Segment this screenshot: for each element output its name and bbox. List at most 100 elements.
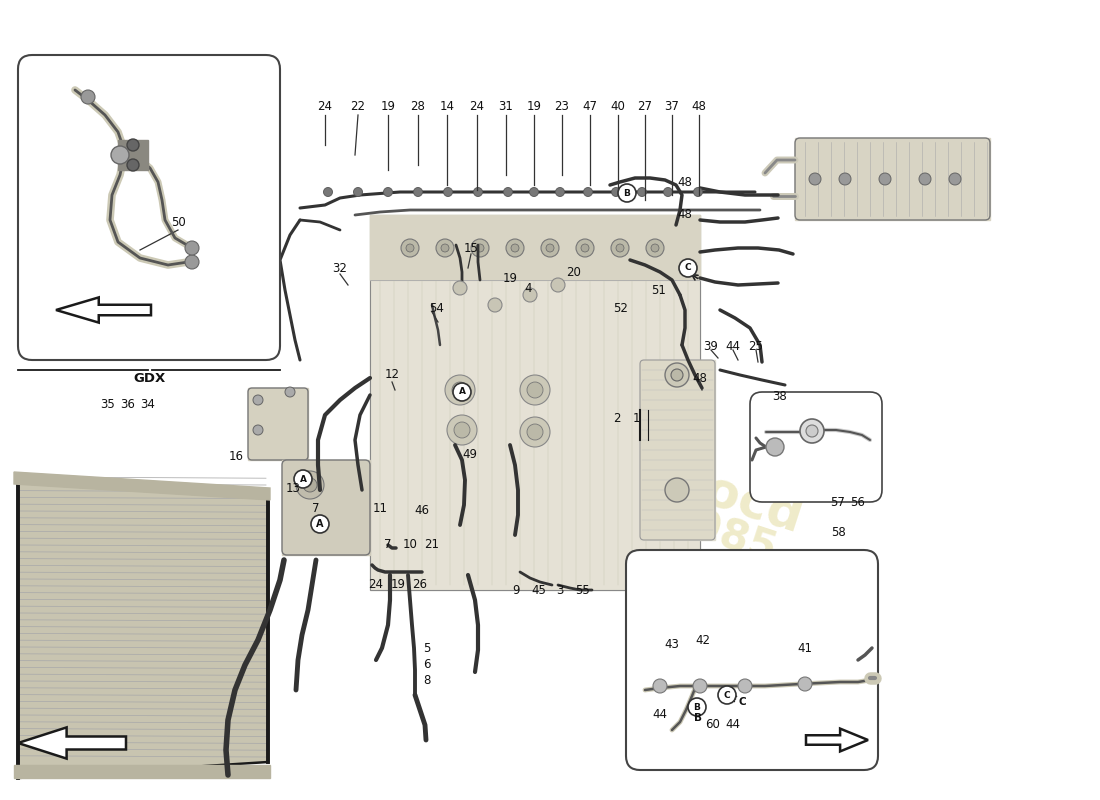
Circle shape [436, 239, 454, 257]
Circle shape [126, 159, 139, 171]
Circle shape [610, 239, 629, 257]
Text: 19: 19 [390, 578, 406, 590]
FancyBboxPatch shape [18, 55, 280, 360]
Circle shape [453, 383, 471, 401]
Circle shape [879, 173, 891, 185]
Circle shape [384, 187, 393, 197]
Text: 51: 51 [651, 283, 667, 297]
Text: 23: 23 [554, 101, 570, 114]
Polygon shape [18, 475, 268, 778]
Text: A: A [459, 387, 465, 397]
Polygon shape [14, 765, 270, 778]
Circle shape [185, 241, 199, 255]
Circle shape [253, 395, 263, 405]
Circle shape [766, 438, 784, 456]
Text: 55: 55 [575, 583, 591, 597]
Polygon shape [282, 460, 370, 555]
FancyBboxPatch shape [248, 388, 308, 460]
Text: 42: 42 [695, 634, 711, 646]
Text: 41: 41 [798, 642, 813, 654]
Text: 60: 60 [705, 718, 720, 730]
Text: 24: 24 [318, 101, 332, 114]
Text: autocd: autocd [610, 438, 810, 542]
Circle shape [506, 239, 524, 257]
FancyBboxPatch shape [626, 550, 878, 770]
Polygon shape [56, 298, 151, 322]
Circle shape [406, 244, 414, 252]
Text: 35: 35 [100, 398, 116, 411]
Circle shape [453, 281, 468, 295]
Circle shape [311, 515, 329, 533]
Circle shape [285, 387, 295, 397]
Circle shape [452, 382, 468, 398]
Circle shape [738, 679, 752, 693]
Circle shape [638, 187, 647, 197]
Text: 57: 57 [830, 495, 846, 509]
Text: 28: 28 [410, 101, 426, 114]
Text: 5: 5 [424, 642, 431, 654]
Text: 39: 39 [704, 339, 718, 353]
Text: B: B [694, 713, 702, 723]
Circle shape [556, 187, 564, 197]
Text: B: B [624, 189, 630, 198]
Text: 32: 32 [332, 262, 348, 274]
Circle shape [651, 244, 659, 252]
Circle shape [488, 298, 502, 312]
Text: 9: 9 [513, 583, 519, 597]
Text: 34: 34 [141, 398, 155, 411]
Text: GDX: GDX [134, 371, 166, 385]
Text: 31: 31 [498, 101, 514, 114]
Text: 22: 22 [351, 101, 365, 114]
Circle shape [949, 173, 961, 185]
Circle shape [473, 187, 483, 197]
Text: 16: 16 [229, 450, 243, 462]
Circle shape [529, 187, 539, 197]
Text: A: A [317, 519, 323, 529]
Text: 56: 56 [850, 495, 866, 509]
Circle shape [918, 173, 931, 185]
Text: 24: 24 [368, 578, 384, 590]
Circle shape [546, 244, 554, 252]
Text: 44: 44 [726, 339, 740, 353]
Text: 37: 37 [664, 101, 680, 114]
Text: 3: 3 [557, 583, 563, 597]
Circle shape [471, 239, 490, 257]
Text: 24: 24 [470, 101, 484, 114]
Circle shape [353, 187, 363, 197]
Circle shape [527, 382, 543, 398]
Text: 7: 7 [384, 538, 392, 551]
Circle shape [666, 478, 689, 502]
Circle shape [688, 698, 706, 716]
Text: 44: 44 [726, 718, 740, 730]
Circle shape [512, 244, 519, 252]
Circle shape [551, 278, 565, 292]
Text: 19: 19 [527, 101, 541, 114]
Text: 50: 50 [170, 217, 186, 230]
Text: 25: 25 [749, 339, 763, 353]
Circle shape [808, 173, 821, 185]
Text: 38: 38 [772, 390, 788, 402]
Circle shape [541, 239, 559, 257]
Circle shape [185, 255, 199, 269]
Circle shape [612, 187, 620, 197]
Text: 48: 48 [678, 175, 692, 189]
Text: 44: 44 [652, 707, 668, 721]
Text: 6: 6 [424, 658, 431, 670]
Circle shape [294, 470, 312, 488]
Circle shape [414, 187, 422, 197]
Text: 26: 26 [412, 578, 428, 590]
Text: 47: 47 [583, 101, 597, 114]
Text: 48: 48 [693, 371, 707, 385]
Circle shape [446, 375, 475, 405]
Circle shape [618, 184, 636, 202]
Text: 12: 12 [385, 369, 399, 382]
Text: A: A [299, 474, 307, 483]
Text: 21: 21 [425, 538, 440, 551]
Circle shape [447, 415, 477, 445]
Circle shape [402, 239, 419, 257]
Polygon shape [795, 138, 990, 220]
Polygon shape [118, 140, 148, 170]
Circle shape [323, 187, 332, 197]
Circle shape [454, 422, 470, 438]
Text: 48: 48 [678, 207, 692, 221]
